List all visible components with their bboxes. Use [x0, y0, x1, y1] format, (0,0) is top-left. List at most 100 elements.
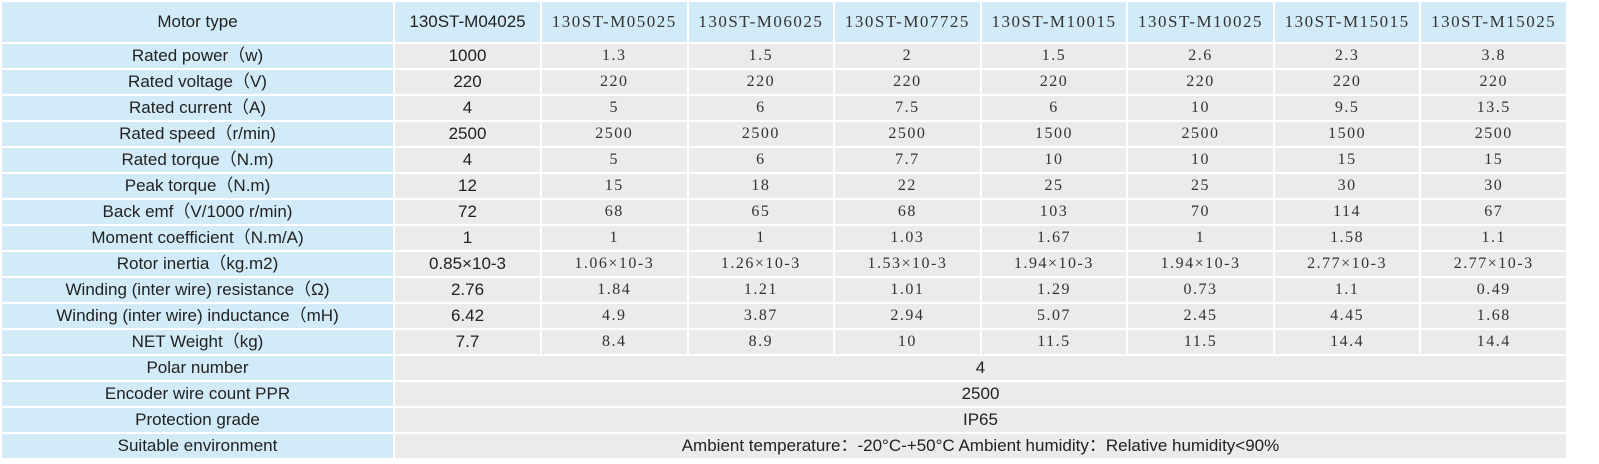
spec-value: 1 — [686, 224, 836, 252]
spec-value: 0.73 — [1126, 276, 1275, 304]
spec-row: Back emf（V/1000 r/min) 72 68 65 68 103 70 114 67 — [0, 198, 1568, 226]
spec-value: 2500 — [393, 120, 542, 148]
spec-value: 1.3 — [540, 42, 689, 70]
spec-row: Winding (inter wire) inductance（mH) 6.42 4… — [0, 302, 1568, 330]
spec-value: 68 — [540, 198, 689, 226]
spec-row: Winding (inter wire) resistance（Ω) 2.76 1.… — [0, 276, 1568, 304]
row-label: Rated voltage（V) — [0, 68, 395, 96]
spec-value: 1.01 — [833, 276, 982, 304]
spec-value: 220 — [393, 68, 542, 96]
common-row: Protection grade IP65 — [0, 406, 1568, 434]
spec-value: 2.6 — [1126, 42, 1275, 70]
model-header: 130ST-M10015 — [979, 0, 1129, 44]
spec-value: 2.94 — [833, 302, 982, 330]
spec-value: 6 — [686, 146, 836, 174]
spec-value: 4 — [393, 94, 542, 122]
spec-value: 1.03 — [833, 224, 982, 252]
spec-value: 6.42 — [393, 302, 542, 330]
spec-value: 30 — [1272, 172, 1422, 200]
spec-value: 1.06×10-3 — [540, 250, 689, 278]
spec-row: Rated speed（r/min) 2500 2500 2500 2500 1500 25… — [0, 120, 1568, 148]
spec-table: Motor type 130ST-M04025 130ST-M05025 130ST-… — [0, 0, 1568, 460]
model-header: 130ST-M10025 — [1126, 0, 1275, 44]
model-header: 130ST-M07725 — [833, 0, 982, 44]
model-header: 130ST-M04025 — [393, 0, 542, 44]
spec-value: 2.77×10-3 — [1272, 250, 1422, 278]
spec-value: 10 — [1126, 94, 1275, 122]
spec-row: Peak torque（N.m) 12 15 18 22 25 25 30 30 — [0, 172, 1568, 200]
spec-value: 15 — [540, 172, 689, 200]
spec-value: 30 — [1419, 172, 1568, 200]
spec-value: 4.9 — [540, 302, 689, 330]
spec-value: 7.5 — [833, 94, 982, 122]
spec-row: Rotor inertia（kg.m2) 0.85×10-3 1.06×10-3 1.… — [0, 250, 1568, 278]
spec-row: Rated power（w) 1000 1.3 1.5 2 1.5 2.6 2.3 3.8 — [0, 42, 1568, 70]
spec-value: 1 — [540, 224, 689, 252]
spec-value: 65 — [686, 198, 836, 226]
spec-value: 114 — [1272, 198, 1422, 226]
spec-value: 3.8 — [1419, 42, 1568, 70]
spec-value: 10 — [979, 146, 1129, 174]
spec-value: 1.1 — [1272, 276, 1422, 304]
spec-row: Rated voltage（V) 220 220 220 220 220 220 220 220 — [0, 68, 1568, 96]
spec-value: 2.76 — [393, 276, 542, 304]
row-label: Protection grade — [0, 406, 395, 434]
row-label: Winding (inter wire) inductance（mH) — [0, 302, 395, 330]
header-label: Motor type — [0, 0, 395, 44]
spec-value: 1.1 — [1419, 224, 1568, 252]
spec-value: 220 — [1272, 68, 1422, 96]
row-label: Rotor inertia（kg.m2) — [0, 250, 395, 278]
spec-value: 103 — [979, 198, 1129, 226]
common-value: 4 — [393, 354, 1568, 382]
spec-value: 0.49 — [1419, 276, 1568, 304]
spec-value: 12 — [393, 172, 542, 200]
row-label: Rated torque（N.m) — [0, 146, 395, 174]
spec-value: 2500 — [1126, 120, 1275, 148]
spec-value: 2500 — [686, 120, 836, 148]
spec-row: Moment coefficient（N.m/A) 1 1 1 1.03 1.67 1 1.5… — [0, 224, 1568, 252]
spec-value: 14.4 — [1272, 328, 1422, 356]
spec-value: 8.4 — [540, 328, 689, 356]
row-label: Rated current（A) — [0, 94, 395, 122]
spec-table-container: Motor type 130ST-M04025 130ST-M05025 130ST-… — [0, 0, 1568, 460]
spec-value: 1.68 — [1419, 302, 1568, 330]
spec-value: 220 — [1126, 68, 1275, 96]
row-label: Rated power（w) — [0, 42, 395, 70]
model-header: 130ST-M15015 — [1272, 0, 1422, 44]
spec-value: 9.5 — [1272, 94, 1422, 122]
spec-value: 68 — [833, 198, 982, 226]
spec-value: 3.87 — [686, 302, 836, 330]
spec-value: 4.45 — [1272, 302, 1422, 330]
spec-value: 1500 — [1272, 120, 1422, 148]
spec-value: 13.5 — [1419, 94, 1568, 122]
spec-value: 2500 — [1419, 120, 1568, 148]
spec-value: 2.3 — [1272, 42, 1422, 70]
row-label: NET Weight（kg) — [0, 328, 395, 356]
spec-value: 1000 — [393, 42, 542, 70]
model-header: 130ST-M05025 — [540, 0, 689, 44]
spec-value: 1.5 — [979, 42, 1129, 70]
spec-value: 7.7 — [393, 328, 542, 356]
spec-value: 5.07 — [979, 302, 1129, 330]
spec-value: 1.29 — [979, 276, 1129, 304]
spec-value: 15 — [1272, 146, 1422, 174]
spec-value: 8.9 — [686, 328, 836, 356]
common-value: 2500 — [393, 380, 1568, 408]
row-label: Suitable environment — [0, 432, 395, 460]
header-row: Motor type 130ST-M04025 130ST-M05025 130ST-… — [0, 0, 1568, 44]
spec-value: 220 — [686, 68, 836, 96]
common-row: Suitable environment Ambient temperature：… — [0, 432, 1568, 460]
row-label: Back emf（V/1000 r/min) — [0, 198, 395, 226]
spec-value: 1.26×10-3 — [686, 250, 836, 278]
spec-row: Rated torque（N.m) 4 5 6 7.7 10 10 15 15 — [0, 146, 1568, 174]
common-value: Ambient temperature：-20°C-+50°C Ambient … — [393, 432, 1568, 460]
spec-value: 25 — [979, 172, 1129, 200]
spec-value: 1.53×10-3 — [833, 250, 982, 278]
common-row: Polar number 4 — [0, 354, 1568, 382]
spec-value: 11.5 — [979, 328, 1129, 356]
spec-value: 1.94×10-3 — [979, 250, 1129, 278]
common-value: IP65 — [393, 406, 1568, 434]
row-label: Moment coefficient（N.m/A) — [0, 224, 395, 252]
row-label: Winding (inter wire) resistance（Ω) — [0, 276, 395, 304]
spec-value: 5 — [540, 146, 689, 174]
